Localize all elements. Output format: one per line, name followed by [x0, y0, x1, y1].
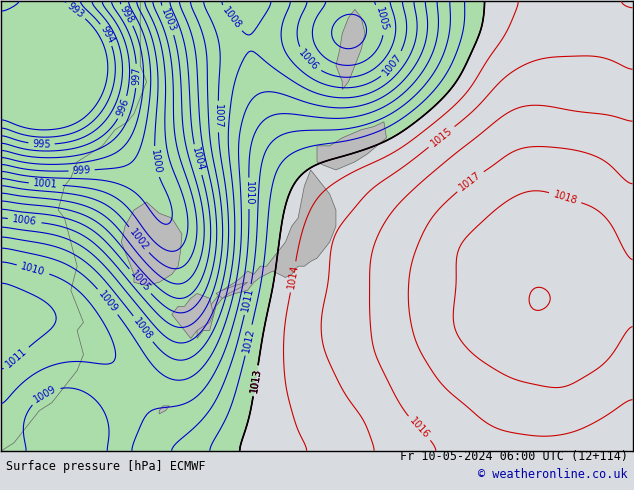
Polygon shape: [172, 294, 214, 339]
Text: 1011: 1011: [4, 346, 29, 370]
Text: 997: 997: [131, 67, 142, 85]
Text: 1018: 1018: [552, 190, 578, 206]
Text: 996: 996: [115, 97, 131, 118]
Text: 1005: 1005: [128, 269, 152, 294]
Polygon shape: [1, 1, 146, 451]
Text: 1004: 1004: [190, 147, 205, 173]
Text: 1008: 1008: [132, 316, 155, 342]
Text: 1012: 1012: [241, 327, 256, 353]
Text: Fr 10-05-2024 06:00 UTC (12+114): Fr 10-05-2024 06:00 UTC (12+114): [399, 450, 628, 463]
Polygon shape: [197, 170, 336, 339]
Text: 1007: 1007: [381, 52, 404, 77]
Polygon shape: [121, 202, 182, 286]
Polygon shape: [159, 406, 169, 414]
Text: 1016: 1016: [408, 416, 431, 441]
Text: 1006: 1006: [297, 48, 320, 73]
Text: © weatheronline.co.uk: © weatheronline.co.uk: [478, 468, 628, 481]
Text: 1013: 1013: [249, 368, 262, 393]
Text: 1002: 1002: [127, 227, 150, 253]
Text: 1013: 1013: [249, 368, 262, 393]
Text: 1006: 1006: [12, 215, 37, 227]
Text: 1009: 1009: [96, 289, 119, 315]
Text: 1001: 1001: [33, 178, 58, 190]
Text: 1010: 1010: [244, 181, 254, 206]
Polygon shape: [216, 282, 247, 298]
Text: 994: 994: [98, 24, 115, 45]
Text: 1014: 1014: [286, 264, 300, 290]
Text: 1003: 1003: [159, 7, 178, 33]
Text: 1010: 1010: [20, 261, 46, 277]
Text: 1015: 1015: [429, 125, 454, 148]
Text: 998: 998: [118, 4, 136, 25]
Text: Surface pressure [hPa] ECMWF: Surface pressure [hPa] ECMWF: [6, 460, 206, 473]
Polygon shape: [336, 9, 365, 90]
Polygon shape: [317, 122, 387, 170]
Text: 1008: 1008: [220, 5, 243, 31]
Text: 1011: 1011: [240, 287, 256, 313]
Text: 1000: 1000: [149, 149, 162, 174]
Text: 1009: 1009: [32, 384, 58, 405]
Text: 999: 999: [72, 165, 91, 176]
Text: 993: 993: [65, 1, 86, 21]
Text: 1005: 1005: [374, 6, 390, 33]
Text: 1013: 1013: [249, 368, 262, 393]
Text: 1017: 1017: [457, 170, 483, 193]
Text: 1007: 1007: [213, 104, 223, 129]
Text: 995: 995: [32, 139, 51, 149]
